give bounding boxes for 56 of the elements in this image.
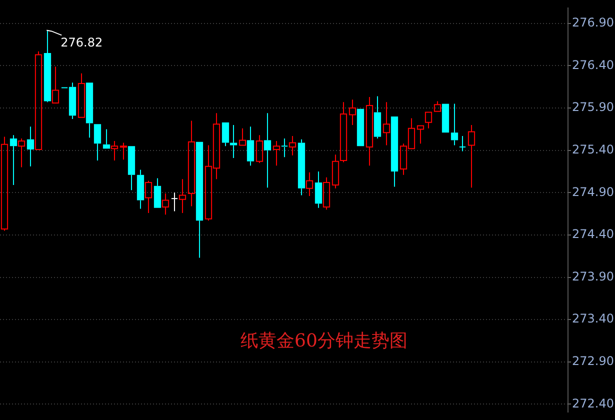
candlestick bbox=[450, 103, 458, 146]
y-tick-label: 273.90 bbox=[572, 269, 614, 284]
candlestick bbox=[10, 134, 18, 186]
candlestick bbox=[18, 138, 26, 168]
candlestick bbox=[128, 146, 136, 191]
candlestick bbox=[272, 140, 280, 166]
candlestick bbox=[332, 154, 340, 189]
candlestick bbox=[102, 128, 110, 149]
candlestick bbox=[264, 112, 272, 188]
candlestick bbox=[188, 120, 196, 207]
y-tick-label: 276.90 bbox=[572, 16, 614, 30]
candlestick bbox=[390, 116, 398, 188]
candlestick bbox=[78, 72, 86, 118]
candlestick bbox=[86, 82, 94, 138]
candlestick bbox=[298, 138, 306, 196]
y-tick-label: 275.90 bbox=[572, 100, 614, 114]
candlestick bbox=[178, 178, 186, 214]
candlestick bbox=[26, 126, 34, 167]
y-tick-label: 273.40 bbox=[572, 312, 614, 326]
candlestick bbox=[458, 135, 466, 152]
candlestick bbox=[110, 140, 118, 161]
y-tick-label: 274.90 bbox=[572, 184, 614, 199]
candlestick bbox=[424, 112, 432, 129]
candlestick bbox=[0, 136, 8, 232]
candlestick bbox=[246, 126, 254, 166]
y-tick-label: 272.40 bbox=[572, 396, 614, 410]
candlestick bbox=[94, 124, 102, 161]
candlestick bbox=[144, 180, 152, 214]
candlestick bbox=[340, 102, 348, 163]
candlestick bbox=[374, 96, 382, 140]
candlestick bbox=[196, 142, 204, 258]
candlestick bbox=[170, 192, 178, 212]
candlestick bbox=[366, 96, 374, 166]
candlestick bbox=[230, 124, 238, 158]
text: 纸黄金60分钟走势图 bbox=[240, 330, 408, 352]
candlestick bbox=[280, 138, 288, 158]
candlestick bbox=[222, 122, 230, 147]
candlestick bbox=[162, 193, 170, 216]
candlestick bbox=[154, 178, 162, 208]
candlestick bbox=[288, 135, 296, 156]
y-tick-label: 275.40 bbox=[572, 142, 614, 156]
annotation: 276.82 bbox=[60, 35, 103, 50]
candlestick bbox=[306, 172, 314, 197]
candlestick bbox=[382, 102, 390, 146]
candlestick bbox=[136, 169, 144, 210]
candlestick bbox=[52, 66, 60, 104]
y-tick-label: 276.40 bbox=[572, 58, 614, 72]
candlestick bbox=[314, 171, 322, 208]
candlestick bbox=[238, 128, 246, 146]
candlestick bbox=[348, 99, 356, 126]
y-tick-label: 274.40 bbox=[572, 227, 614, 242]
candlestick bbox=[416, 125, 424, 144]
candlestick bbox=[44, 30, 52, 103]
y-tick-label: 272.90 bbox=[572, 354, 614, 368]
candlestick bbox=[468, 124, 476, 188]
candlestick bbox=[120, 142, 128, 160]
